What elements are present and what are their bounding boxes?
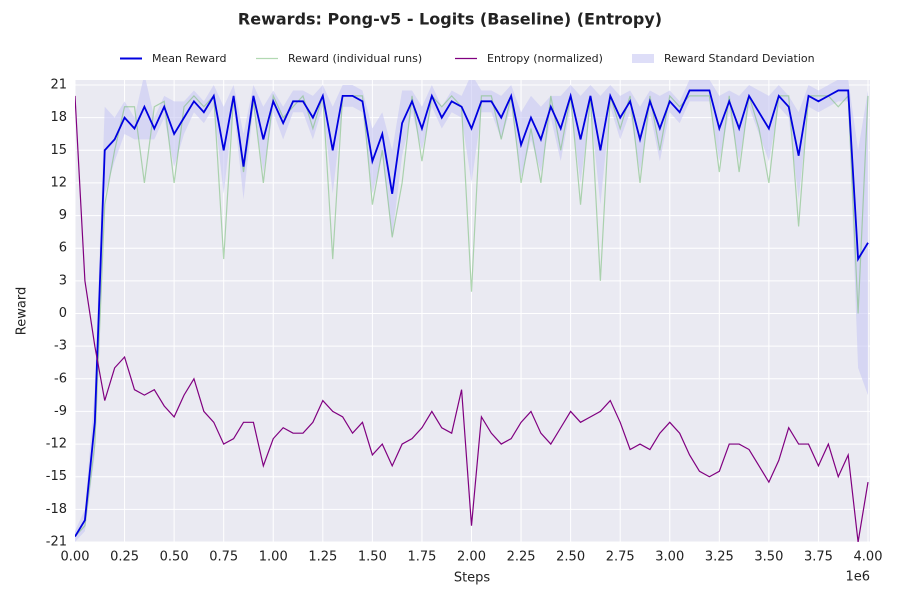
x-axis-label: Steps — [454, 571, 491, 586]
x-tick-label: 3.50 — [754, 550, 783, 565]
x-tick-label: 1.25 — [308, 550, 337, 565]
legend-label: Mean Reward — [152, 52, 226, 65]
x-tick-label: 0.00 — [61, 550, 90, 565]
y-axis-label: Reward — [15, 287, 30, 335]
y-tick-label: -12 — [46, 437, 67, 452]
x-tick-label: 0.25 — [110, 550, 139, 565]
series-line — [75, 93, 869, 537]
y-tick-label: -21 — [46, 535, 67, 550]
legend-swatch — [632, 54, 654, 63]
x-tick-label: 0.75 — [209, 550, 238, 565]
y-tick-label: -15 — [46, 469, 67, 484]
y-tick-label: 21 — [50, 78, 67, 93]
legend-label: Entropy (normalized) — [487, 52, 603, 65]
x-tick-label: 1.00 — [259, 550, 288, 565]
x-tick-label: 2.25 — [507, 550, 536, 565]
x-tick-label: 1.50 — [358, 550, 387, 565]
x-tick-label: 1.75 — [407, 550, 436, 565]
y-tick-label: -18 — [46, 502, 67, 517]
y-tick-label: 18 — [50, 110, 67, 125]
std-band — [75, 80, 868, 542]
y-tick-label: -3 — [54, 339, 67, 354]
series-line — [75, 95, 869, 542]
x-tick-label: 2.75 — [606, 550, 635, 565]
x-tick-label: 2.50 — [556, 550, 585, 565]
legend-label: Reward (individual runs) — [288, 52, 422, 65]
y-tick-label: 9 — [59, 208, 67, 223]
chart-title: Rewards: Pong-v5 - Logits (Baseline) (En… — [238, 10, 662, 29]
x-tick-label: 3.75 — [804, 550, 833, 565]
legend-label: Reward Standard Deviation — [664, 52, 815, 65]
y-tick-label: -9 — [54, 404, 67, 419]
x-tick-label: 3.25 — [705, 550, 734, 565]
series-line — [75, 89, 869, 538]
x-offset-label: 1e6 — [845, 570, 870, 585]
x-tick-label: 0.50 — [160, 550, 189, 565]
x-tick-label: 3.00 — [655, 550, 684, 565]
x-tick-label: 2.00 — [457, 550, 486, 565]
y-tick-label: 12 — [50, 175, 67, 190]
y-tick-label: 6 — [59, 241, 67, 256]
y-tick-label: 0 — [59, 306, 67, 321]
y-tick-label: 15 — [50, 143, 67, 158]
plot-layer — [75, 80, 869, 542]
y-tick-label: 3 — [59, 273, 67, 288]
y-tick-label: -6 — [54, 371, 67, 386]
x-tick-label: 4.00 — [854, 550, 883, 565]
